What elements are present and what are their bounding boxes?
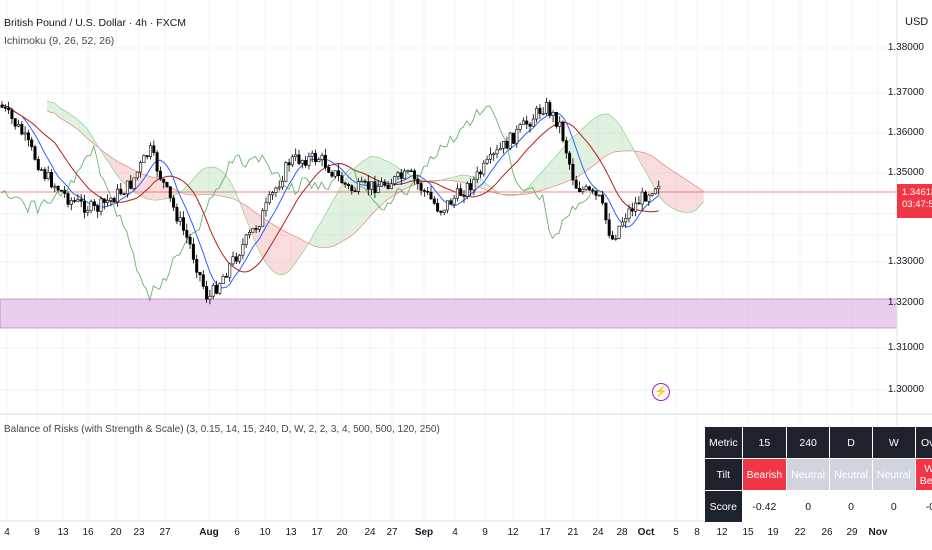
date-label: 13 (57, 527, 69, 538)
score-w: 0 (871, 490, 916, 523)
header-d: D (829, 426, 873, 459)
date-label: 20 (110, 527, 122, 538)
date-label: 9 (34, 527, 40, 538)
price-label: 1.37000 (887, 87, 924, 98)
date-label: 8 (694, 527, 700, 538)
kijun-line (1, 104, 659, 273)
support-zone (0, 298, 898, 329)
date-label: 20 (336, 527, 348, 538)
currency-label[interactable]: USD (905, 16, 929, 28)
header-240: 240 (786, 426, 831, 459)
date-label: 19 (767, 527, 779, 538)
score-d: 0 (829, 490, 873, 523)
header-overall: Overall (914, 426, 932, 459)
tilt-240: Neutral (786, 458, 831, 491)
date-label: 27 (159, 527, 171, 538)
tilt-overall: Weak Bearish (914, 458, 932, 491)
header-metric: Metric (704, 426, 743, 459)
senkou-span-a (46, 100, 704, 276)
score-240: 0 (786, 490, 831, 523)
date-label: 13 (285, 527, 297, 538)
date-label: 16 (82, 527, 94, 538)
balance-of-risks-table: Metric 15 240 D W Overall Tilt Bearish N… (704, 426, 932, 523)
date-label: Sep (414, 527, 434, 538)
date-label: 22 (794, 527, 806, 538)
table-header-row: Metric 15 240 D W Overall (704, 426, 932, 459)
price-label: 1.33000 (887, 256, 924, 267)
table-score-row: Score -0.42 0 0 0 -0.08 (704, 490, 932, 523)
date-label: 27 (386, 527, 398, 538)
date-label: 17 (311, 527, 323, 538)
date-label: 12 (507, 527, 519, 538)
date-label: Oct (637, 527, 655, 538)
tilt-d: Neutral (829, 458, 873, 491)
date-label: 26 (821, 527, 833, 538)
bar-countdown: 03:47:53 (902, 199, 932, 210)
tilt-label: Tilt (704, 458, 743, 491)
tilt-w: Neutral (871, 458, 916, 491)
ichimoku-legend[interactable]: Ichimoku (9, 26, 52, 26) (4, 35, 115, 47)
date-label: Nov (868, 527, 888, 538)
date-label: 17 (539, 527, 551, 538)
tilt-15: Bearish (741, 458, 788, 491)
date-label: 28 (616, 527, 628, 538)
date-label: 21 (567, 527, 579, 538)
score-15: -0.42 (741, 490, 788, 523)
date-label: 10 (259, 527, 271, 538)
price-label: 1.32000 (887, 297, 924, 308)
price-label: 1.36000 (887, 127, 924, 138)
score-label: Score (704, 490, 743, 523)
tenkan-line (1, 104, 660, 289)
price-label: 1.31000 (887, 342, 924, 353)
date-label: 6 (234, 527, 240, 538)
score-overall: -0.08 (914, 490, 932, 523)
date-label: 12 (716, 527, 728, 538)
balance-of-risks-legend[interactable]: Balance of Risks (with Strength & Scale)… (4, 424, 440, 435)
date-label: 24 (364, 527, 376, 538)
chikou-line (1, 105, 600, 303)
date-label: 4 (4, 527, 10, 538)
header-w: W (871, 426, 916, 459)
lightning-bolt-icon[interactable]: ⚡ (652, 383, 670, 401)
candlesticks (0, 97, 661, 305)
date-label: 9 (482, 527, 488, 538)
date-label: 29 (846, 527, 858, 538)
price-label: 1.35000 (887, 167, 924, 178)
price-label: 1.38000 (887, 42, 924, 53)
header-15: 15 (741, 426, 788, 459)
date-label: 4 (452, 527, 458, 538)
current-price-tag: 1.34618 03:47:53 (897, 184, 932, 218)
date-label: 23 (133, 527, 145, 538)
price-label: 1.30000 (887, 384, 924, 395)
date-label: 5 (673, 527, 679, 538)
current-price-value: 1.34618 (902, 187, 932, 198)
symbol-title[interactable]: British Pound / U.S. Dollar · 4h · FXCM (4, 17, 187, 29)
senkou-span-b (46, 110, 704, 248)
table-tilt-row: Tilt Bearish Neutral Neutral Neutral Wea… (704, 458, 932, 491)
date-label: Aug (199, 527, 219, 538)
date-label: 24 (592, 527, 604, 538)
date-label: 15 (742, 527, 754, 538)
ichimoku-cloud (46, 100, 704, 276)
